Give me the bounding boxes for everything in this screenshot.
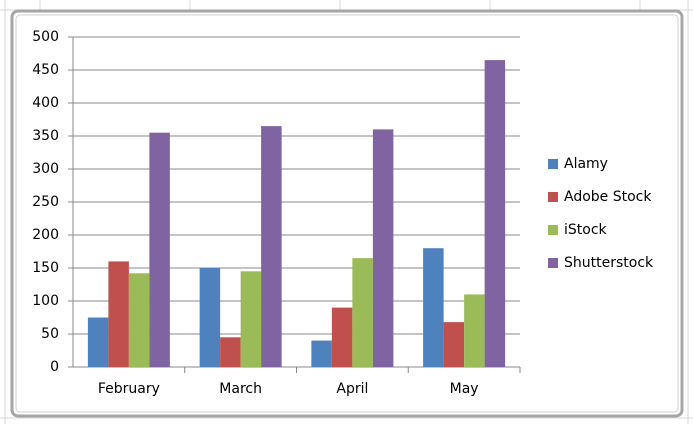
legend-label: Shutterstock xyxy=(564,255,654,271)
x-tick-label: February xyxy=(98,381,160,397)
bar xyxy=(464,294,485,367)
bar xyxy=(443,322,465,367)
legend-swatch xyxy=(548,225,558,235)
bar xyxy=(128,273,150,367)
chart-area xyxy=(15,14,679,413)
legend-swatch xyxy=(548,159,558,169)
legend-label: Alamy xyxy=(564,156,608,172)
bar xyxy=(87,317,109,367)
bar xyxy=(199,268,221,367)
bar xyxy=(220,337,241,367)
bar xyxy=(372,129,394,367)
bar xyxy=(240,271,262,367)
y-tick-label: 450 xyxy=(32,62,59,78)
bar xyxy=(484,60,506,367)
y-tick-label: 350 xyxy=(32,128,59,144)
legend-swatch xyxy=(548,258,558,268)
x-tick-label: May xyxy=(450,381,479,397)
y-tick-label: 50 xyxy=(41,326,59,342)
bar xyxy=(149,132,170,367)
bar xyxy=(311,340,332,367)
y-tick-label: 300 xyxy=(32,161,59,177)
bar xyxy=(423,248,444,367)
legend-label: Adobe Stock xyxy=(564,189,652,205)
x-tick-label: April xyxy=(336,381,368,397)
y-tick-label: 100 xyxy=(32,293,59,309)
y-tick-label: 400 xyxy=(32,95,59,111)
bar xyxy=(108,261,129,367)
y-tick-label: 250 xyxy=(32,194,59,210)
legend-label: iStock xyxy=(564,222,608,238)
y-tick-label: 200 xyxy=(32,227,59,243)
y-tick-label: 150 xyxy=(32,260,59,276)
x-tick-label: March xyxy=(219,381,262,397)
bar xyxy=(331,307,353,367)
y-tick-label: 0 xyxy=(50,359,59,375)
y-tick-label: 500 xyxy=(32,29,59,45)
legend-swatch xyxy=(548,192,558,202)
bar xyxy=(261,126,282,367)
bar xyxy=(352,258,373,367)
